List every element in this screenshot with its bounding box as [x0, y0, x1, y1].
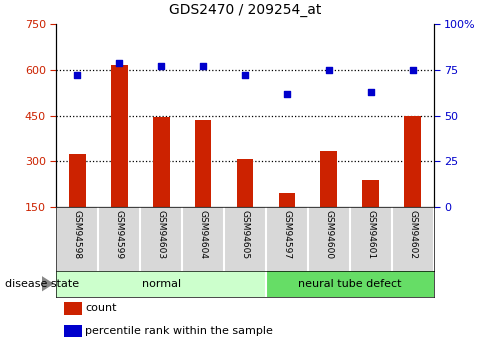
Text: GSM94600: GSM94600 [324, 210, 333, 259]
Polygon shape [42, 276, 54, 292]
Point [283, 91, 291, 96]
Point [367, 89, 375, 95]
Point [115, 60, 123, 65]
Bar [111, 65, 127, 207]
Text: GSM94602: GSM94602 [408, 210, 417, 259]
Bar [64, 302, 82, 315]
Text: GSM94597: GSM94597 [282, 210, 292, 259]
Text: GSM94605: GSM94605 [241, 210, 249, 259]
Bar [237, 159, 253, 207]
Text: disease state: disease state [5, 279, 79, 289]
Point [199, 63, 207, 69]
Bar [266, 271, 434, 297]
Text: GSM94599: GSM94599 [115, 210, 124, 259]
Bar [64, 325, 82, 337]
Bar [153, 117, 170, 207]
Text: GSM94603: GSM94603 [157, 210, 166, 259]
Bar [320, 151, 337, 207]
Bar [69, 154, 86, 207]
Bar [404, 116, 421, 207]
Bar [363, 179, 379, 207]
Bar [56, 271, 266, 297]
Point [325, 67, 333, 72]
Point [157, 63, 165, 69]
Text: neural tube defect: neural tube defect [298, 279, 402, 289]
Text: normal: normal [142, 279, 181, 289]
Text: GSM94598: GSM94598 [73, 210, 82, 259]
Point [241, 72, 249, 78]
Point [409, 67, 416, 72]
Text: count: count [85, 303, 117, 313]
Text: percentile rank within the sample: percentile rank within the sample [85, 326, 273, 336]
Bar [278, 193, 295, 207]
Text: GSM94601: GSM94601 [366, 210, 375, 259]
Text: GDS2470 / 209254_at: GDS2470 / 209254_at [169, 3, 321, 17]
Point [74, 72, 81, 78]
Text: GSM94604: GSM94604 [198, 210, 208, 259]
Bar [195, 120, 212, 207]
